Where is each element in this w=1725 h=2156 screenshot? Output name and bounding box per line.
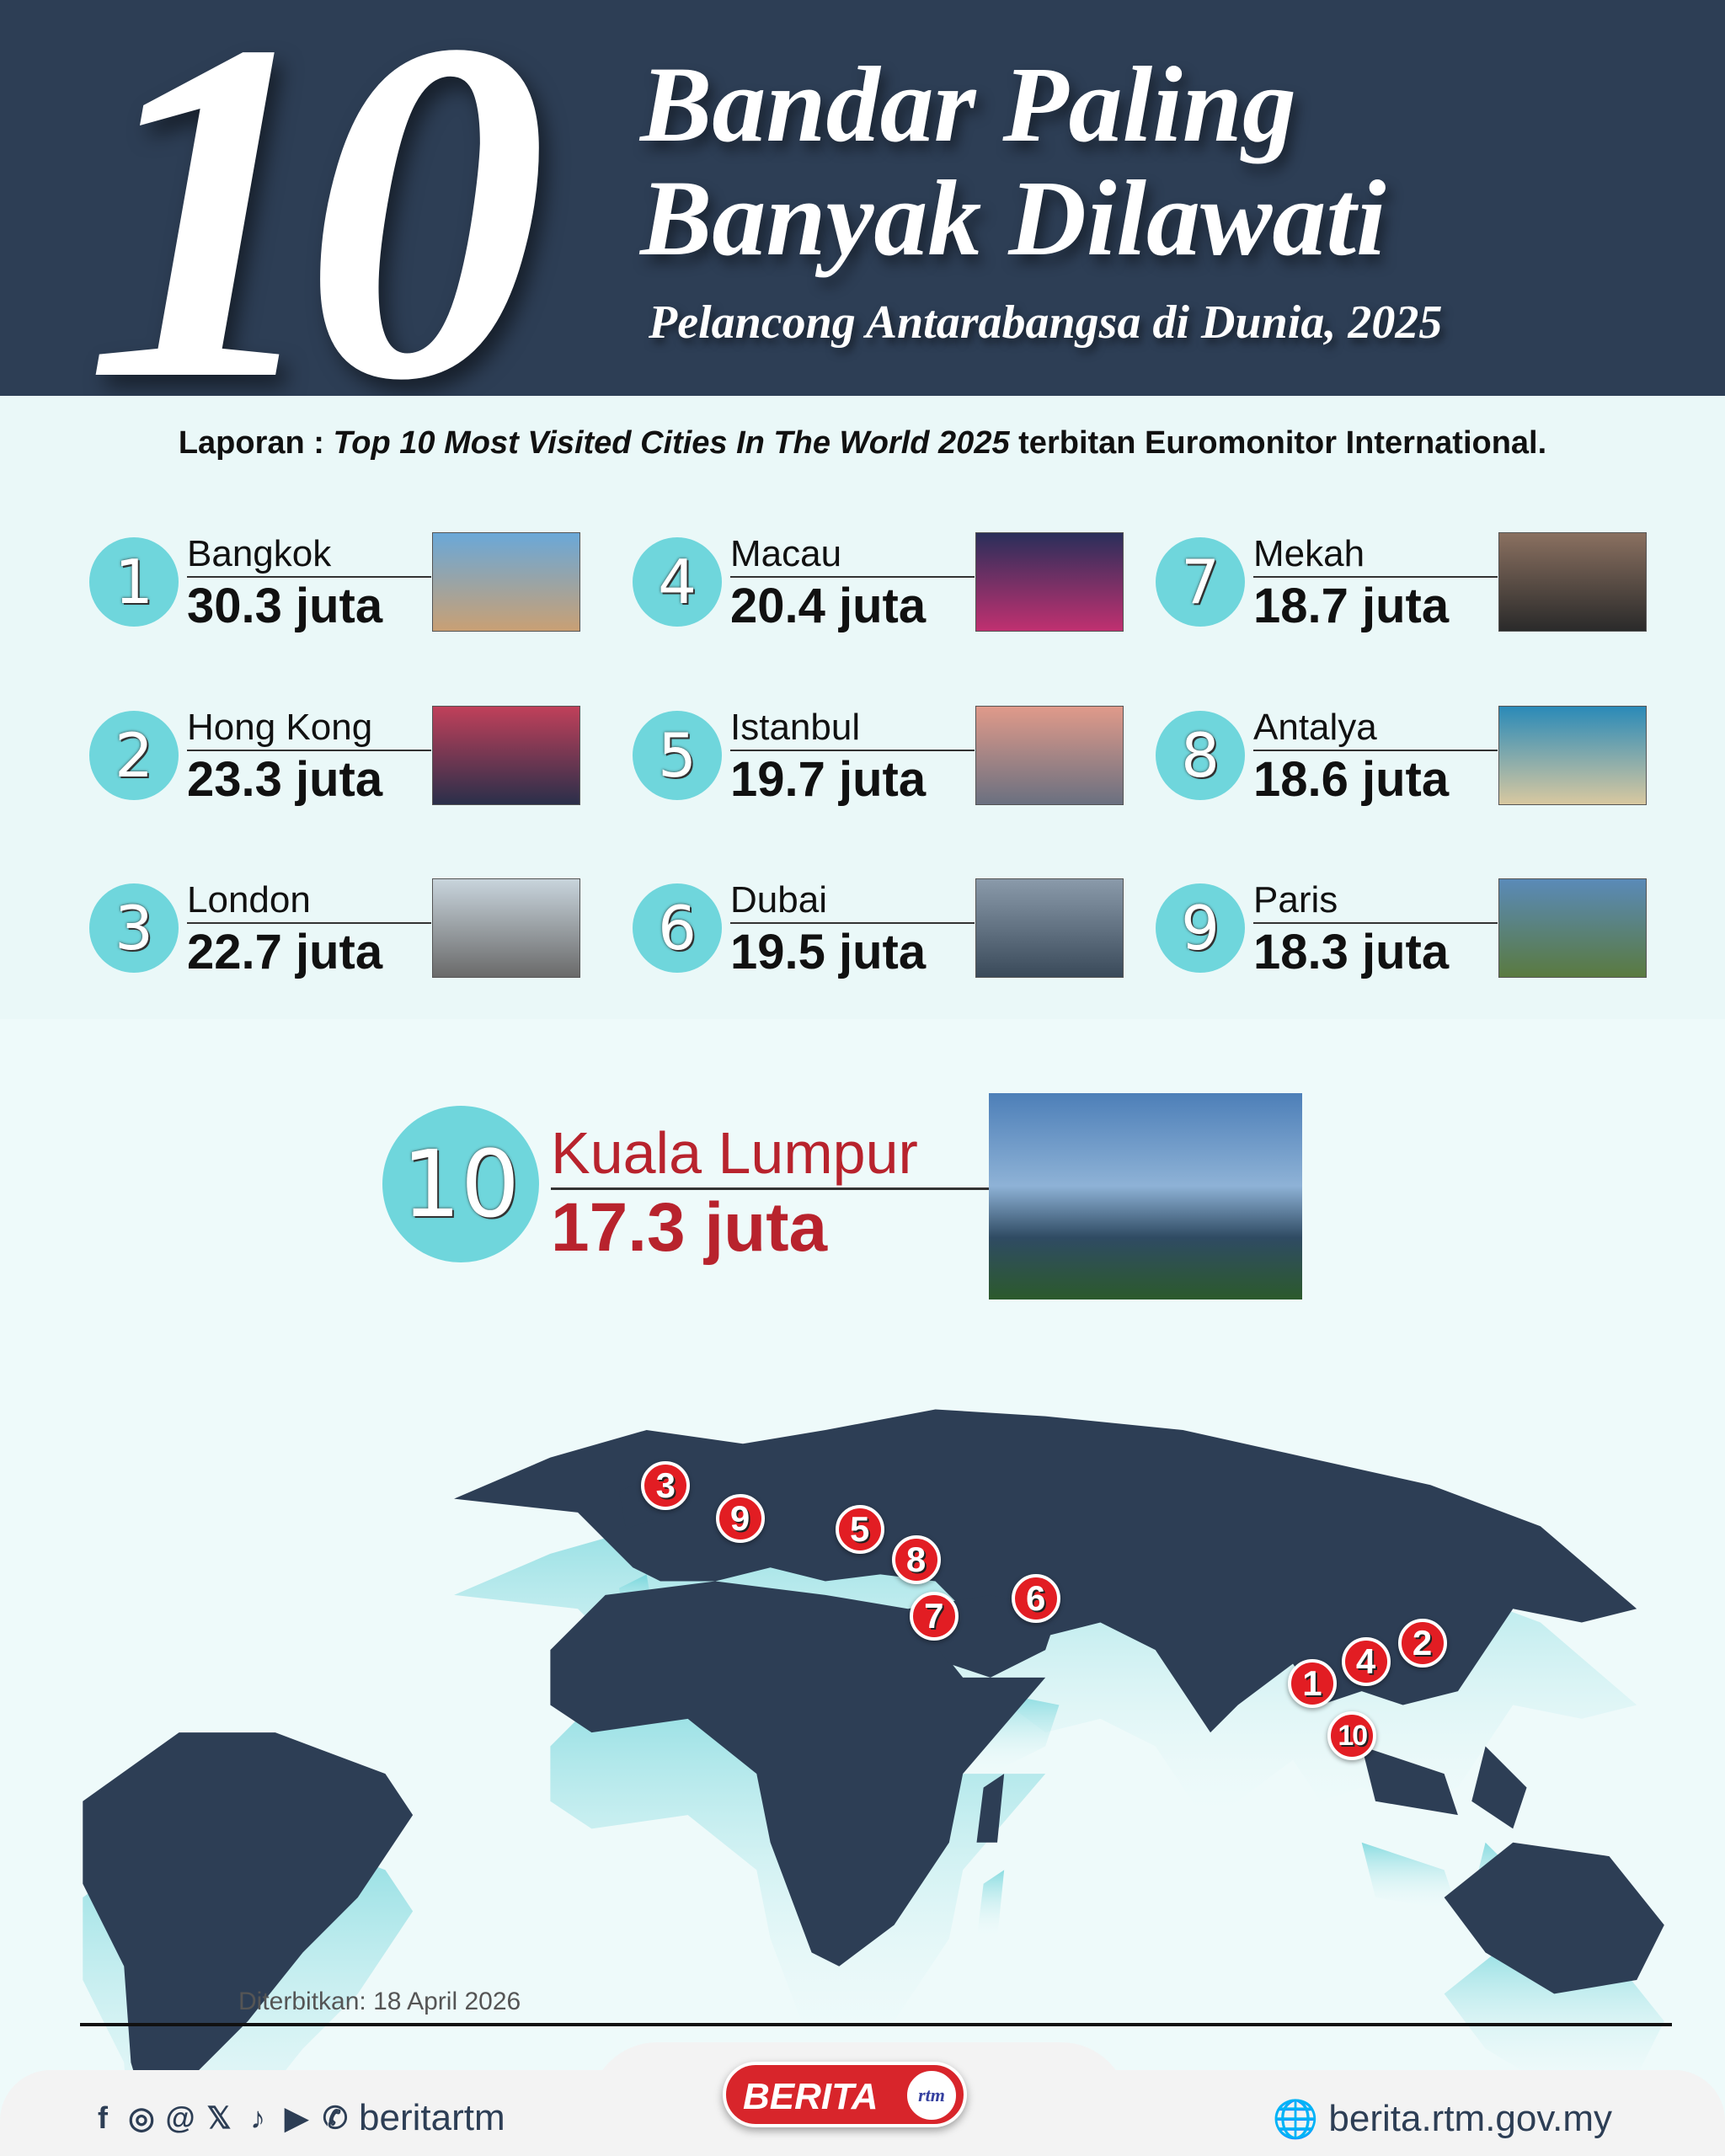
x-icon[interactable]: 𝕏 [206,2100,232,2135]
tiktok-icon[interactable]: ♪ [250,2100,265,2135]
title-line-2: Banyak Dilawati [640,158,1386,278]
big-number: 10 [84,0,547,396]
eurasia-landmass [454,1409,1637,1733]
facebook-icon[interactable]: f [98,2100,108,2135]
city-item: 2 Hong Kong 23.3 juta [89,706,595,807]
map-marker-9: 9 [715,1493,765,1543]
title-line-1: Bandar Paling [640,45,1296,164]
city-photo [432,878,580,978]
whatsapp-icon[interactable]: ✆ [322,2100,349,2135]
city-photo [975,706,1124,805]
city-item: 4 Macau 20.4 juta [633,532,1138,633]
map-marker-7: 7 [909,1591,959,1641]
report-title: Top 10 Most Visited Cities In The World … [333,425,1010,461]
visitor-count: 18.7 juta [1253,579,1450,633]
city-name: Istanbul [730,706,975,751]
visitor-count: 30.3 juta [187,579,383,633]
rank-badge: 10 [382,1106,539,1262]
city-photo [1498,878,1647,978]
rank-badge: 5 [633,711,722,800]
city-item: 3 London 22.7 juta [89,878,595,979]
map-marker-2: 2 [1397,1619,1447,1668]
city-name: Dubai [730,878,975,924]
header-banner: 10 Bandar Paling Banyak Dilawati Pelanco… [0,0,1725,396]
city-photo [1498,532,1647,632]
city-name: Bangkok [187,532,431,578]
city-name: Hong Kong [187,706,431,751]
city-photo [432,532,580,632]
map-marker-3: 3 [641,1460,691,1510]
australia-landmass [1444,1842,1664,1994]
featured-city: 10 Kuala Lumpur 17.3 juta [382,1106,1023,1266]
sumatra-landmass [1361,1746,1458,1816]
map-marker-6: 6 [1011,1573,1060,1623]
map-marker-8: 8 [891,1534,941,1584]
website[interactable]: 🌐 berita.rtm.gov.my [1273,2097,1612,2141]
south-america-landmass [83,1732,414,2132]
kuala-lumpur-photo [989,1093,1302,1299]
rank-badge: 6 [633,883,722,973]
map-marker-10: 10 [1327,1710,1377,1760]
city-item: 8 Antalya 18.6 juta [1156,706,1661,807]
threads-icon[interactable]: @ [165,2100,195,2135]
map-marker-4: 4 [1341,1636,1391,1686]
rank-badge: 3 [89,883,179,973]
city-item: 1 Bangkok 30.3 juta [89,532,595,633]
city-name: Mekah [1253,532,1498,578]
city-item: 9 Paris 18.3 juta [1156,878,1661,979]
logo-text: BERITA [743,2076,879,2117]
report-prefix: Laporan : [178,425,334,461]
logo-emblem: rtm [905,2068,959,2122]
report-suffix: terbitan Euromonitor International. [1009,425,1547,461]
youtube-icon[interactable]: ▶ [285,2100,308,2135]
visitor-count: 18.6 juta [1253,752,1450,807]
visitor-count: 19.7 juta [730,752,927,807]
subtitle: Pelancong Antarabangsa di Dunia, 2025 [649,296,1443,349]
africa-landmass [550,1581,1046,1967]
divider [80,2023,1672,2026]
visitor-count: 18.3 juta [1253,925,1450,979]
city-item: 6 Dubai 19.5 juta [633,878,1138,979]
visitor-count: 23.3 juta [187,752,383,807]
city-photo [975,878,1124,978]
visitor-count: 22.7 juta [187,925,383,979]
rank-badge: 1 [89,537,179,627]
city-item: 5 Istanbul 19.7 juta [633,706,1138,807]
report-source: Laporan : Top 10 Most Visited Cities In … [0,425,1725,462]
website-url[interactable]: berita.rtm.gov.my [1328,2098,1612,2139]
map-marker-5: 5 [835,1504,884,1554]
visitor-count: 20.4 juta [730,579,927,633]
social-handle[interactable]: beritartm [359,2097,505,2138]
rank-badge: 4 [633,537,722,627]
city-name: London [187,878,431,924]
rank-badge: 2 [89,711,179,800]
sumatra-shadow [1361,1842,1458,1912]
city-photo [1498,706,1647,805]
rank-badge: 9 [1156,883,1245,973]
globe-icon: 🌐 [1272,2099,1319,2140]
social-links: f ◎ @ 𝕏 ♪ ▶ ✆ beritartm [88,2097,505,2139]
city-name: Kuala Lumpur [551,1118,997,1190]
madagascar-landmass [976,1774,1005,1843]
city-photo [432,706,580,805]
madagascar-shadow [976,1870,1005,1940]
city-photo [975,532,1124,632]
rank-badge: 8 [1156,711,1245,800]
city-name: Paris [1253,878,1498,924]
visitor-count: 19.5 juta [730,925,927,979]
map-marker-1: 1 [1287,1658,1337,1708]
city-item: 7 Mekah 18.7 juta [1156,532,1661,633]
city-name: Antalya [1253,706,1498,751]
rank-badge: 7 [1156,537,1245,627]
borneo-landmass [1471,1746,1527,1829]
published-date: Diterbitkan: 18 April 2026 [238,1988,521,2015]
ranking-band [0,396,1725,1019]
instagram-icon[interactable]: ◎ [128,2100,155,2135]
city-name: Macau [730,532,975,578]
berita-rtm-logo: BERITA rtm [723,2062,967,2127]
visitor-count: 17.3 juta [551,1189,828,1266]
